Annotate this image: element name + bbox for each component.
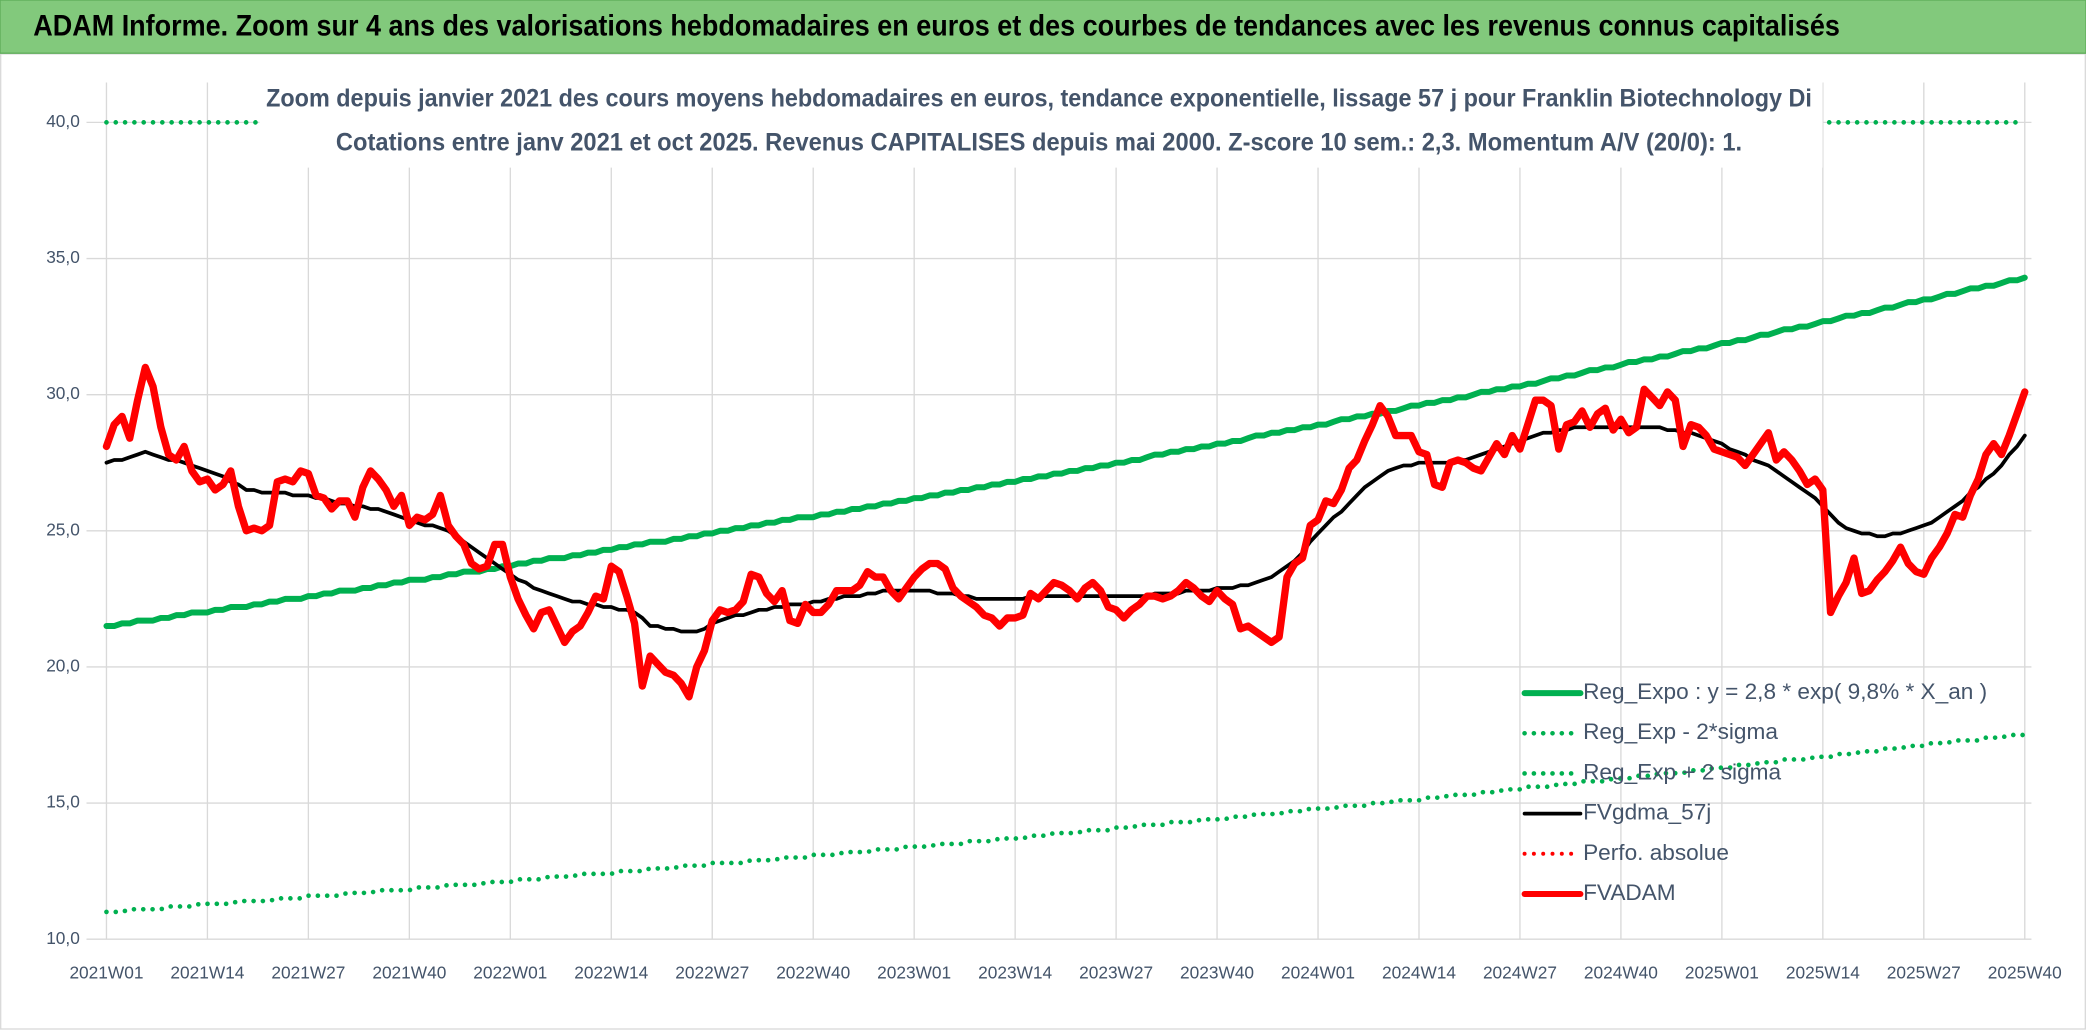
x-tick-label: 2025W27	[1887, 962, 1961, 982]
y-tick-label: 35,0	[46, 247, 80, 267]
x-tick-label: 2025W40	[1988, 962, 2062, 982]
x-tick-label: 2024W40	[1584, 962, 1658, 982]
x-tick-label: 2024W01	[1281, 962, 1355, 982]
y-tick-label: 30,0	[46, 383, 80, 403]
y-tick-label: 20,0	[46, 655, 80, 675]
x-tick-label: 2025W14	[1786, 962, 1860, 982]
x-tick-label: 2021W40	[372, 962, 446, 982]
x-tick-label: 2021W27	[271, 962, 345, 982]
series-line	[103, 274, 2028, 630]
x-tick-label: 2022W40	[776, 962, 850, 982]
y-tick-label: 15,0	[46, 792, 80, 812]
x-tick-label: 2021W14	[170, 962, 244, 982]
legend-label: Perfo. absolue	[1583, 840, 1729, 865]
subtitle-line: Zoom depuis janvier 2021 des cours moyen…	[266, 84, 1812, 112]
x-tick-label: 2022W14	[574, 962, 648, 982]
subtitle-background	[259, 74, 1823, 168]
x-tick-label: 2024W14	[1382, 962, 1456, 982]
series-line	[102, 363, 2029, 701]
y-tick-label: 25,0	[46, 519, 80, 539]
legend-label: Reg_Exp - 2*sigma	[1583, 719, 1778, 744]
x-tick-label: 2023W27	[1079, 962, 1153, 982]
legend-label: Reg_Expo : y = 2,8 * exp( 9,8% * X_an )	[1583, 679, 1987, 704]
y-tick-label: 10,0	[46, 928, 80, 948]
legend-label: FVADAM	[1583, 880, 1676, 905]
x-tick-label: 2022W27	[675, 962, 749, 982]
x-tick-label: 2021W01	[69, 962, 143, 982]
header-bar	[0, 0, 2086, 54]
legend-label: FVgdma_57j	[1583, 800, 1711, 825]
x-tick-label: 2023W40	[1180, 962, 1254, 982]
series-line	[104, 732, 2028, 915]
x-tick-label: 2024W27	[1483, 962, 1557, 982]
subtitle-line: Cotations entre janv 2021 et oct 2025. R…	[336, 128, 1742, 156]
x-tick-label: 2023W01	[877, 962, 951, 982]
x-tick-label: 2023W14	[978, 962, 1052, 982]
x-tick-label: 2022W01	[473, 962, 547, 982]
legend-label: Reg_Exp + 2 sigma	[1583, 759, 1781, 784]
header-title: ADAM Informe. Zoom sur 4 ans des valoris…	[33, 11, 1840, 43]
y-tick-label: 40,0	[46, 111, 80, 131]
legend: Reg_Expo : y = 2,8 * exp( 9,8% * X_an ) R…	[1521, 679, 1987, 905]
x-tick-label: 2025W01	[1685, 962, 1759, 982]
